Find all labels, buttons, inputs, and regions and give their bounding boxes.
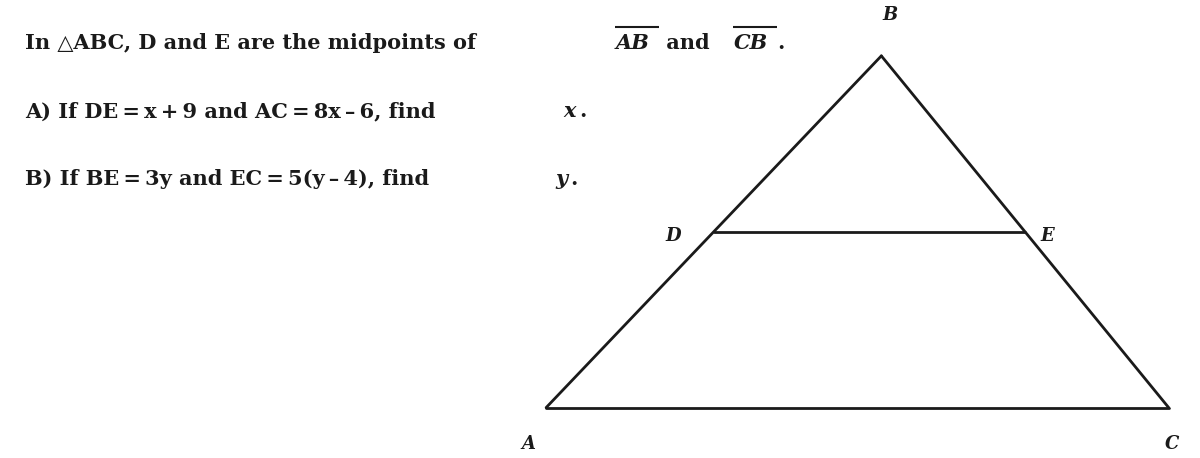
Text: .: .	[580, 101, 587, 121]
Text: CB: CB	[733, 33, 768, 53]
Text: .: .	[570, 169, 578, 189]
Text: A: A	[521, 435, 535, 453]
Text: .: .	[778, 33, 785, 53]
Text: B: B	[882, 6, 898, 24]
Text: C: C	[1165, 435, 1180, 453]
Text: x: x	[563, 101, 576, 121]
Text: E: E	[1040, 227, 1055, 245]
Text: y: y	[554, 169, 568, 189]
Text: In △ABC, D and E are the midpoints of: In △ABC, D and E are the midpoints of	[25, 33, 484, 53]
Text: D: D	[666, 227, 682, 245]
Text: AB: AB	[616, 33, 649, 53]
Text: A) If DE = x + 9 and AC = 8x – 6, find: A) If DE = x + 9 and AC = 8x – 6, find	[25, 101, 443, 121]
Text: and: and	[659, 33, 716, 53]
Text: B) If BE = 3y and EC = 5(y – 4), find: B) If BE = 3y and EC = 5(y – 4), find	[25, 169, 437, 189]
Text: A) If DE = x + 9 and AC = 8x – 6, find: A) If DE = x + 9 and AC = 8x – 6, find	[25, 101, 443, 121]
Text: B) If BE = 3y and EC = 5(y – 4), find: B) If BE = 3y and EC = 5(y – 4), find	[25, 169, 437, 189]
